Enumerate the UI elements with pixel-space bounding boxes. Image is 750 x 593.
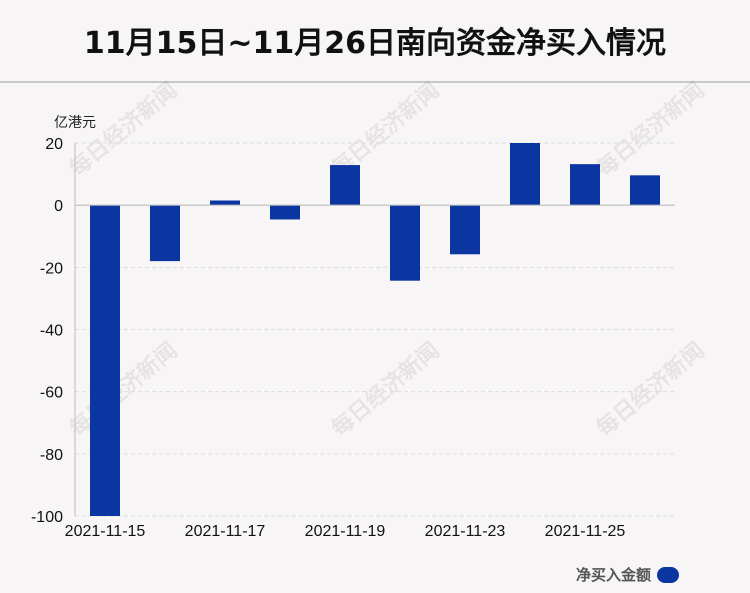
watermark: 每日经济新闻 — [65, 337, 183, 442]
y-tick-label: -20 — [40, 260, 63, 277]
y-axis-unit-label: 亿港元 — [54, 115, 96, 131]
bar — [450, 205, 480, 255]
y-tick-label: -40 — [40, 323, 63, 340]
bar — [570, 164, 600, 206]
title-divider — [0, 81, 750, 83]
bar — [270, 205, 300, 220]
legend: 净买入金额 — [576, 564, 680, 585]
x-tick-label: 2021-11-23 — [425, 523, 506, 540]
bar — [390, 205, 420, 281]
bar — [210, 200, 240, 206]
watermark: 每日经济新闻 — [592, 337, 710, 442]
watermark: 每日经济新闻 — [65, 77, 183, 182]
y-tick-label: 0 — [54, 198, 63, 215]
legend-swatch — [657, 566, 680, 583]
watermark: 每日经济新闻 — [592, 77, 710, 182]
y-tick-label: -80 — [40, 447, 63, 464]
bar — [330, 165, 360, 206]
x-tick-label: 2021-11-25 — [545, 523, 626, 540]
bar — [510, 143, 540, 206]
bar — [90, 205, 120, 516]
y-tick-label: -100 — [31, 509, 63, 526]
x-tick-label: 2021-11-19 — [305, 523, 386, 540]
legend-label: 净买入金额 — [576, 566, 652, 584]
watermark: 每日经济新闻 — [327, 337, 445, 442]
x-tick-label: 2021-11-15 — [65, 523, 146, 540]
bar — [630, 175, 660, 206]
x-tick-label: 2021-11-17 — [185, 523, 266, 540]
y-tick-label: 20 — [45, 136, 63, 153]
y-tick-label: -60 — [40, 385, 63, 402]
bar — [150, 205, 180, 262]
chart-title: 11月15日~11月26日南向资金净买入情况 — [83, 26, 667, 61]
